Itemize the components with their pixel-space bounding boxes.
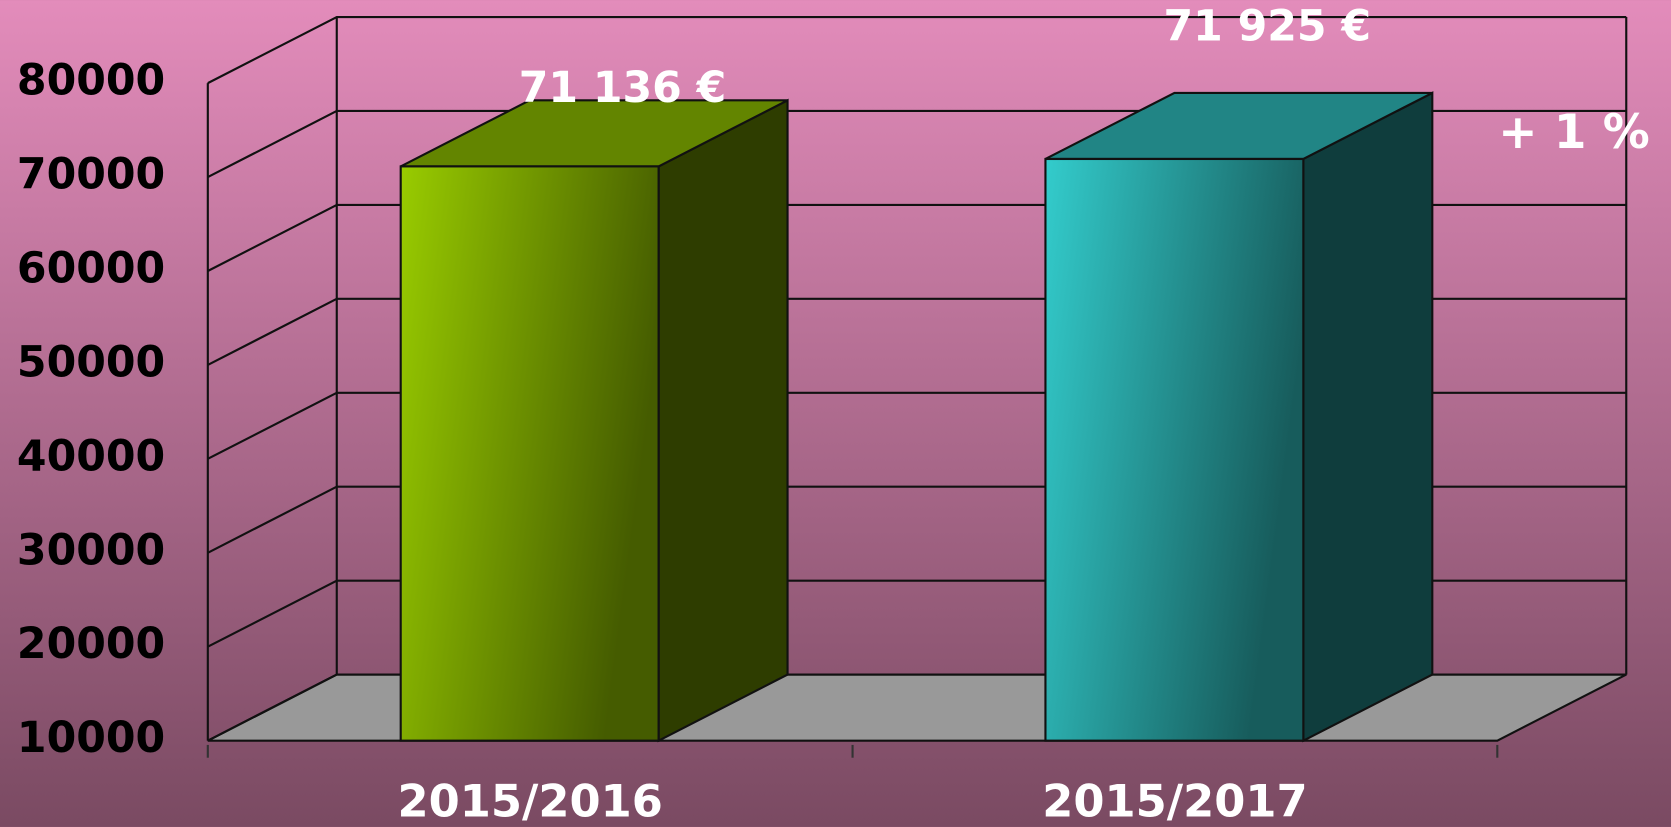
value-label: 71 136 € bbox=[519, 63, 727, 113]
y-tick-label: 50000 bbox=[17, 337, 165, 387]
bar-side bbox=[1302, 91, 1434, 743]
y-tick-label: 30000 bbox=[17, 525, 165, 575]
bar bbox=[399, 165, 660, 742]
x-tick-label: 2015/2016 bbox=[397, 775, 662, 827]
y-tick-label: 70000 bbox=[17, 150, 165, 200]
bar bbox=[1044, 157, 1305, 742]
y-tick-label: 60000 bbox=[17, 243, 165, 293]
x-tick-label: 2015/2017 bbox=[1042, 775, 1307, 827]
y-tick-label: 10000 bbox=[17, 713, 165, 763]
y-tick-label: 20000 bbox=[17, 619, 165, 669]
bar-side bbox=[657, 98, 789, 743]
grid-line bbox=[207, 15, 1627, 85]
plot: 10000 20000 30000 40000 50000 60000 70000 80000… bbox=[17, 1, 1650, 827]
y-tick-label: 80000 bbox=[17, 56, 165, 106]
annotation: + 1 % bbox=[1498, 105, 1650, 160]
value-label: 71 925 € bbox=[1163, 1, 1371, 51]
y-tick-label: 40000 bbox=[17, 431, 165, 481]
